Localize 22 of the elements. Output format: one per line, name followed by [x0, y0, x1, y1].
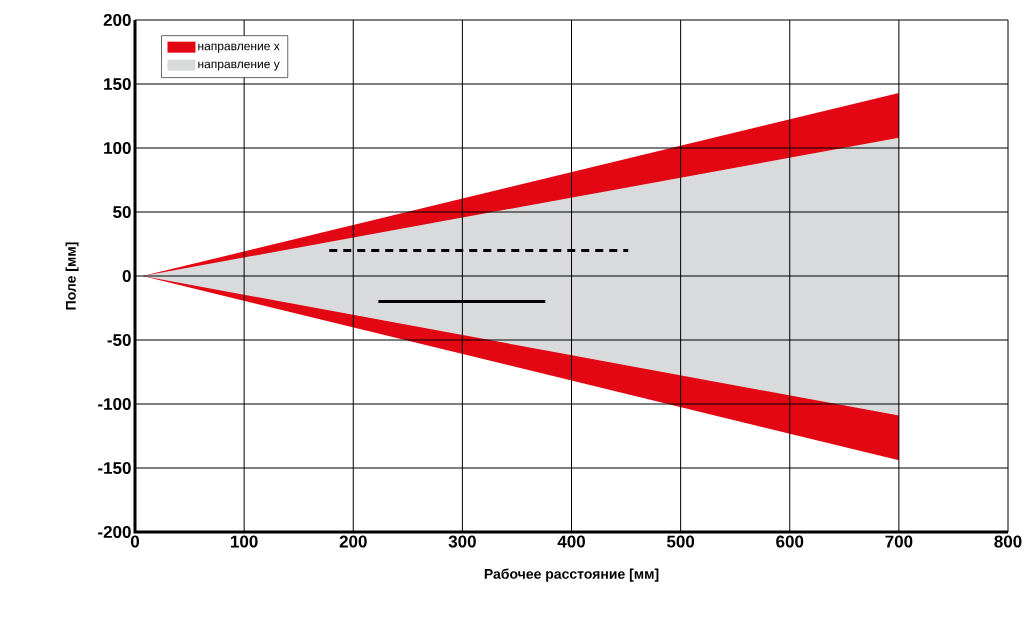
y-tick-label: -200: [98, 525, 131, 539]
x-tick-label: 0: [130, 535, 140, 548]
x-tick-label: 100: [231, 535, 258, 548]
x-axis-title: Рабочее расстояние [мм]: [484, 568, 659, 582]
y-tick-label: 100: [104, 141, 131, 155]
y-tick-label: 0: [122, 269, 131, 283]
x-tick-label: 800: [994, 535, 1022, 548]
y-tick-label: -150: [98, 461, 131, 475]
y-tick-label: -100: [98, 397, 131, 411]
x-tick-label: 200: [339, 535, 367, 548]
y-tick-label: 150: [104, 77, 131, 91]
y-tick-label: -50: [107, 333, 131, 347]
x-tick-label: 500: [666, 535, 695, 548]
y-axis-title: Поле [мм]: [65, 242, 79, 310]
legend-label: направление y: [198, 61, 280, 71]
x-tick-label: 700: [885, 535, 913, 548]
x-tick-label: 300: [448, 535, 476, 548]
y-tick-label: 200: [103, 13, 131, 27]
x-tick-label: 400: [557, 535, 585, 548]
y-tick-label: 50: [113, 205, 131, 219]
x-tick-label: 600: [776, 535, 804, 548]
legend-label: направление x: [198, 43, 280, 53]
